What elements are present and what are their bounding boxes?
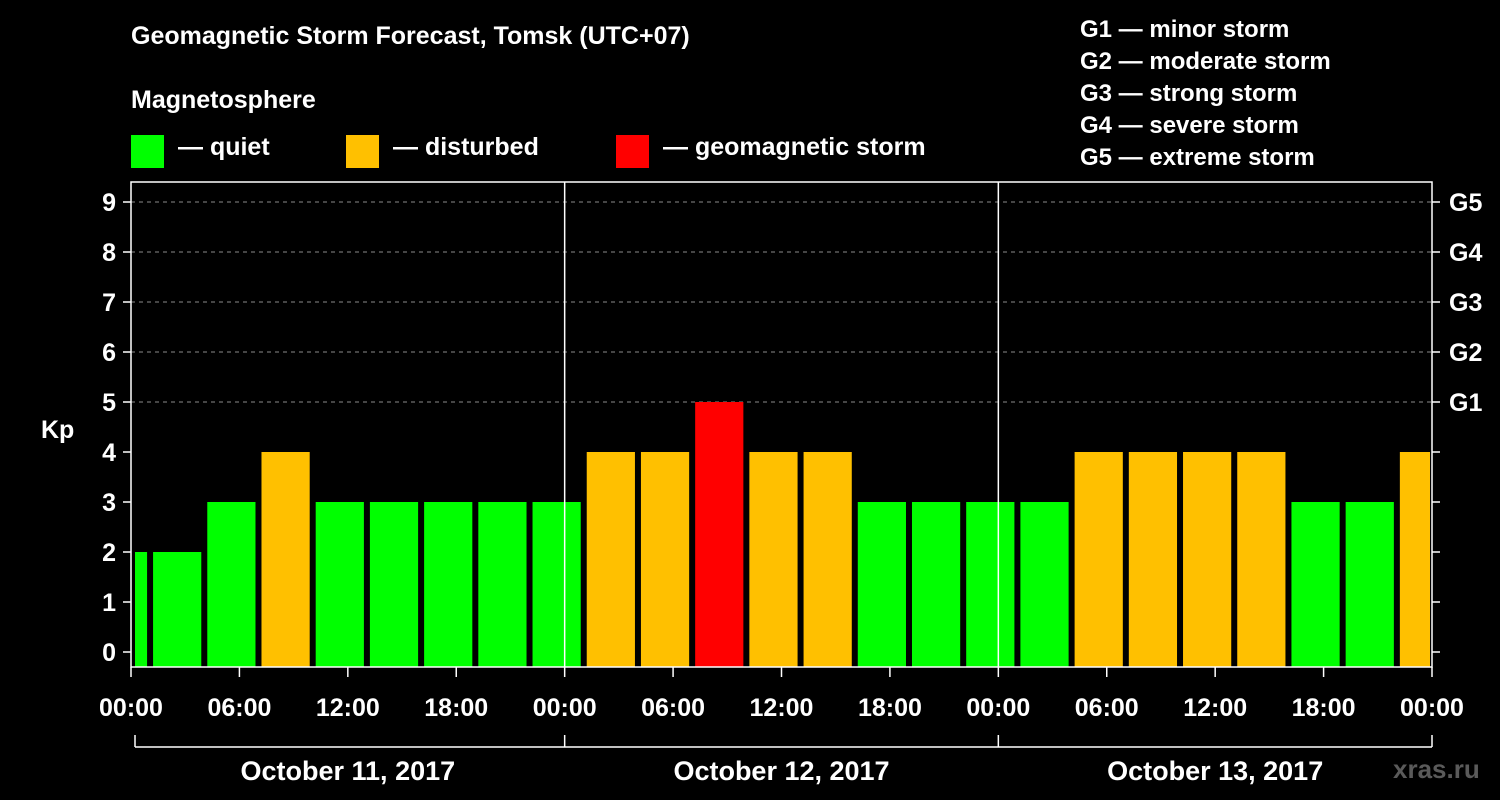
g-scale-g2: G2 — moderate storm [1080, 48, 1331, 75]
y-tick-label: 9 [102, 189, 116, 217]
bar-disturbed [749, 452, 798, 667]
g-axis-label: G3 [1449, 289, 1482, 317]
g-axis-label: G2 [1449, 339, 1482, 367]
x-tick-label: 18:00 [858, 694, 922, 722]
bar-quiet [153, 552, 202, 667]
y-tick-label: 6 [102, 339, 116, 367]
x-tick-label: 12:00 [316, 694, 380, 722]
bar-quiet [857, 502, 906, 667]
bar-quiet [207, 502, 256, 667]
bar-quiet [478, 502, 527, 667]
g-axis-label: G1 [1449, 389, 1482, 417]
g-scale-g3: G3 — strong storm [1080, 80, 1298, 107]
x-tick-label: 18:00 [424, 694, 488, 722]
y-axis-label: Kp [41, 416, 74, 444]
chart-title: Geomagnetic Storm Forecast, Tomsk (UTC+0… [131, 22, 690, 50]
bar-disturbed [1399, 452, 1430, 667]
x-tick-label: 12:00 [1183, 694, 1247, 722]
y-tick-label: 2 [102, 539, 116, 567]
bar-quiet [1020, 502, 1069, 667]
day-label: October 13, 2017 [1107, 756, 1323, 786]
y-tick-label: 1 [102, 589, 116, 617]
legend-heading: Magnetosphere [131, 86, 316, 114]
bar-disturbed [261, 452, 310, 667]
g-scale-g4: G4 — severe storm [1080, 112, 1299, 139]
bar-disturbed [803, 452, 852, 667]
legend-label-quiet: — quiet [178, 133, 270, 161]
bar-quiet [369, 502, 419, 667]
legend-swatch-storm [616, 135, 649, 168]
x-tick-label: 06:00 [641, 694, 705, 722]
bar-disturbed [1183, 452, 1232, 667]
g-axis-label: G5 [1449, 189, 1482, 217]
g-scale-g5: G5 — extreme storm [1080, 144, 1315, 171]
bar-quiet [424, 502, 473, 667]
watermark: xras.ru [1393, 754, 1480, 784]
bar-disturbed [1074, 452, 1123, 667]
y-tick-label: 3 [102, 489, 116, 517]
bar-disturbed [586, 452, 635, 667]
y-tick-label: 7 [102, 289, 116, 317]
day-label: October 11, 2017 [241, 756, 456, 786]
x-tick-label: 00:00 [99, 694, 163, 722]
bar-quiet [1291, 502, 1340, 667]
bar-storm [695, 402, 744, 667]
bar-quiet [1345, 502, 1394, 667]
x-tick-label: 00:00 [966, 694, 1030, 722]
x-tick-label: 06:00 [207, 694, 271, 722]
legend-label-disturbed: — disturbed [393, 133, 539, 161]
g-scale-g1: G1 — minor storm [1080, 16, 1290, 43]
bar-quiet [911, 502, 961, 667]
legend-swatch-disturbed [346, 135, 379, 168]
bar-quiet [532, 502, 581, 667]
day-label: October 12, 2017 [673, 756, 889, 786]
y-tick-label: 5 [102, 389, 116, 417]
y-tick-label: 4 [102, 439, 116, 467]
g-axis-label: G4 [1449, 239, 1482, 267]
y-tick-label: 8 [102, 239, 116, 267]
bar-quiet [315, 502, 364, 667]
x-tick-label: 00:00 [533, 694, 597, 722]
bar-disturbed [640, 452, 690, 667]
bar-quiet [966, 502, 1015, 667]
x-tick-label: 12:00 [750, 694, 814, 722]
legend-label-storm: — geomagnetic storm [663, 133, 926, 161]
bar-quiet [135, 552, 148, 667]
bar-disturbed [1128, 452, 1178, 667]
y-tick-label: 0 [102, 639, 116, 667]
bar-disturbed [1237, 452, 1286, 667]
x-tick-label: 06:00 [1075, 694, 1139, 722]
legend-swatch-quiet [131, 135, 164, 168]
x-tick-label: 18:00 [1292, 694, 1356, 722]
x-tick-label: 00:00 [1400, 694, 1464, 722]
